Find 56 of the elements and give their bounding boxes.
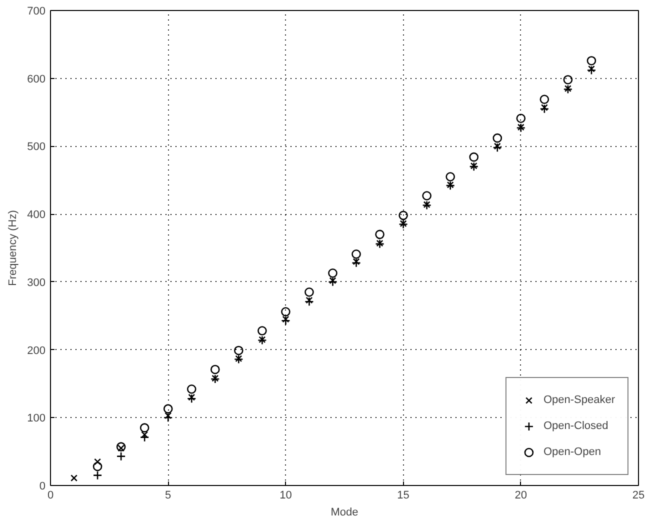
point [304, 287, 314, 297]
point [188, 394, 196, 401]
point [92, 470, 102, 480]
point [116, 452, 126, 461]
point [352, 249, 361, 259]
point [563, 75, 573, 84]
point [376, 240, 384, 247]
point [492, 133, 502, 143]
y-tick-label: 400 [27, 209, 46, 222]
point [398, 210, 408, 220]
point [516, 114, 526, 124]
y-tick-label: 300 [27, 276, 46, 289]
y-axis-title: Frequency (Hz) [7, 210, 20, 286]
point [446, 181, 454, 188]
point [186, 384, 196, 394]
point [352, 258, 360, 266]
point [328, 268, 338, 278]
x-tick-label: 20 [514, 490, 528, 502]
y-tick-label: 100 [27, 412, 46, 425]
point [306, 296, 313, 304]
point [422, 191, 432, 200]
point [140, 423, 150, 432]
point [540, 94, 550, 104]
point [118, 444, 125, 452]
point [116, 442, 126, 452]
point [258, 326, 267, 336]
point [494, 142, 501, 150]
point [282, 316, 290, 323]
point [70, 474, 78, 482]
point [446, 172, 455, 182]
y-tick-label: 0 [39, 480, 46, 492]
point [210, 364, 220, 374]
point [329, 277, 336, 284]
legend-label: Open-Closed [543, 420, 608, 432]
x-axis-title: Mode [330, 506, 358, 518]
point [540, 104, 548, 112]
x-tick-label: 15 [397, 490, 410, 502]
point [469, 152, 479, 162]
x-tick-label: 10 [280, 490, 292, 502]
x-tick-label: 0 [47, 490, 54, 502]
legend-label: Open-Speaker [543, 394, 615, 406]
y-tick-label: 600 [27, 73, 46, 86]
point [588, 65, 595, 72]
point [164, 412, 172, 420]
point [163, 404, 173, 414]
point [92, 462, 102, 472]
y-tick-label: 500 [27, 141, 46, 154]
point [586, 56, 596, 66]
y-tick-label: 700 [27, 6, 46, 18]
point [234, 346, 244, 356]
legend-label: Open-Open [543, 446, 601, 458]
point [375, 230, 384, 240]
x-tick-label: 5 [165, 490, 172, 502]
y-tick-label: 200 [27, 344, 46, 357]
point [281, 307, 290, 316]
x-tick-label: 25 [632, 490, 645, 502]
